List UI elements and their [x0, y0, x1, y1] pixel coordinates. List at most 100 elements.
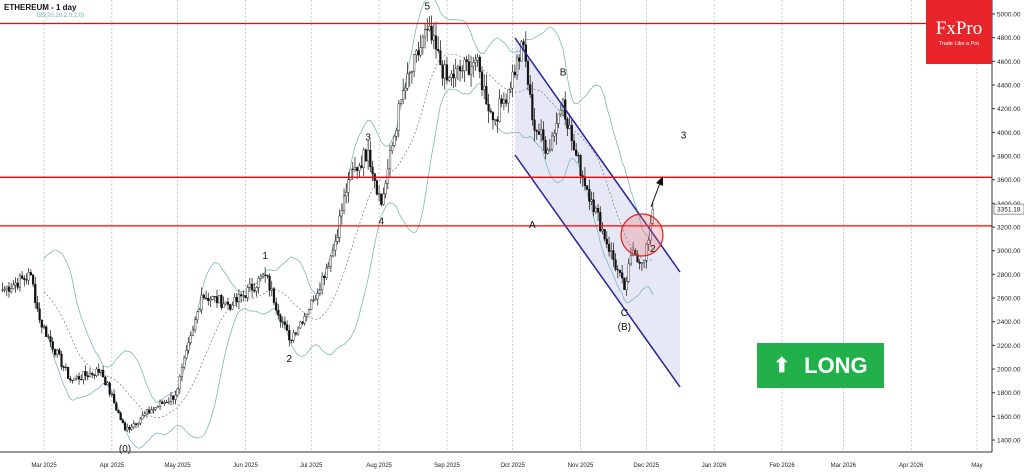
candle-body: [42, 326, 46, 328]
channel-lower-line: [514, 154, 681, 388]
candle-body: [500, 98, 503, 104]
candle-body: [616, 269, 619, 271]
price-tick-label: 1400.00: [997, 438, 1021, 445]
candle-body: [244, 295, 247, 298]
candle-body: [513, 71, 516, 76]
price-tick-label: 1600.00: [997, 414, 1021, 421]
candle-body: [16, 282, 19, 288]
candle-body: [526, 61, 530, 85]
candle-body: [259, 276, 262, 279]
wave-label: 3: [681, 130, 687, 141]
candle-body: [139, 418, 142, 424]
candle-body: [586, 185, 589, 190]
candle-body: [257, 278, 260, 288]
candle-body: [535, 130, 538, 132]
candle-body: [531, 94, 534, 121]
time-tick-label: Feb 2026: [769, 463, 795, 469]
candle-body: [290, 339, 293, 341]
candle-body: [104, 376, 107, 386]
candle-body: [480, 71, 484, 91]
candle-body: [636, 254, 639, 263]
candle-body: [80, 379, 83, 381]
candle-body: [207, 298, 210, 301]
candle-body: [134, 423, 138, 425]
candle-body: [360, 165, 363, 168]
candle-body: [502, 99, 505, 104]
candle-body: [553, 133, 556, 137]
candle-body: [367, 149, 370, 162]
candle-body: [434, 35, 438, 50]
candle-body: [229, 304, 232, 310]
candle-body: [478, 56, 481, 72]
candle-body: [95, 368, 98, 376]
candle-body: [141, 415, 144, 420]
candle-body: [51, 341, 54, 350]
candle-body: [419, 47, 422, 56]
bollinger-lower: [43, 82, 654, 449]
candle-body: [417, 50, 420, 56]
candle-body: [115, 402, 118, 411]
candle-body: [272, 288, 276, 303]
time-tick-label: Sep 2025: [434, 463, 460, 469]
candle-body: [334, 241, 337, 251]
wave-label: 3: [365, 133, 371, 144]
candle-body: [397, 103, 400, 131]
candle-body: [204, 297, 208, 299]
candle-body: [36, 302, 39, 309]
candle-body: [312, 299, 315, 301]
candle-body: [226, 301, 230, 305]
candle-body: [356, 167, 359, 171]
candle-body: [21, 275, 24, 279]
candle-body: [117, 410, 120, 414]
bollinger-middle: [43, 54, 654, 419]
candle-body: [224, 301, 227, 305]
candle-body: [307, 309, 311, 315]
candle-body: [395, 130, 398, 137]
candle-body: [268, 275, 271, 291]
current-price-box: [993, 203, 1024, 215]
logo-brand: FxPro: [935, 18, 983, 39]
candle-body: [627, 263, 630, 282]
candle-body: [145, 409, 149, 415]
candle-body: [336, 237, 339, 242]
candle-body: [176, 388, 179, 396]
candle-body: [483, 86, 486, 91]
candle-body: [642, 259, 646, 263]
candle-body: [180, 367, 184, 377]
candle-body: [45, 326, 48, 337]
wave-label: B: [560, 68, 567, 79]
candle-body: [148, 409, 151, 414]
candle-body: [178, 376, 181, 390]
candle-body: [202, 294, 205, 299]
wave-label: 1: [262, 251, 268, 262]
candle-body: [77, 376, 81, 380]
candle-body: [647, 239, 650, 245]
candle-body: [443, 64, 446, 79]
candle-body: [196, 311, 199, 320]
candle-body: [29, 272, 32, 276]
candle-body: [220, 295, 223, 308]
candle-body: [614, 259, 617, 270]
time-tick-label: Nov 2025: [568, 463, 594, 469]
signal-label: LONG: [804, 352, 868, 378]
candle-body: [607, 243, 611, 252]
price-tick-label: 4200.00: [997, 106, 1021, 113]
price-tick-label: 2200.00: [997, 343, 1021, 350]
candle-body: [318, 289, 322, 294]
candle-body: [331, 249, 335, 257]
candle-body: [439, 50, 442, 66]
candle-body: [437, 49, 440, 51]
candle-body: [275, 302, 278, 311]
candle-body: [426, 29, 429, 31]
fxpro-logo: FxPro Trade Like a Pro: [926, 0, 992, 64]
candle-body: [187, 342, 190, 351]
candle-body: [329, 255, 332, 267]
candle-body: [559, 110, 562, 115]
candle-body: [222, 303, 225, 308]
candle-body: [167, 401, 170, 403]
arrow-up-icon: ⬆: [773, 355, 791, 377]
candle-body: [292, 332, 295, 341]
candle-body: [590, 199, 593, 202]
candle-body: [314, 298, 317, 301]
